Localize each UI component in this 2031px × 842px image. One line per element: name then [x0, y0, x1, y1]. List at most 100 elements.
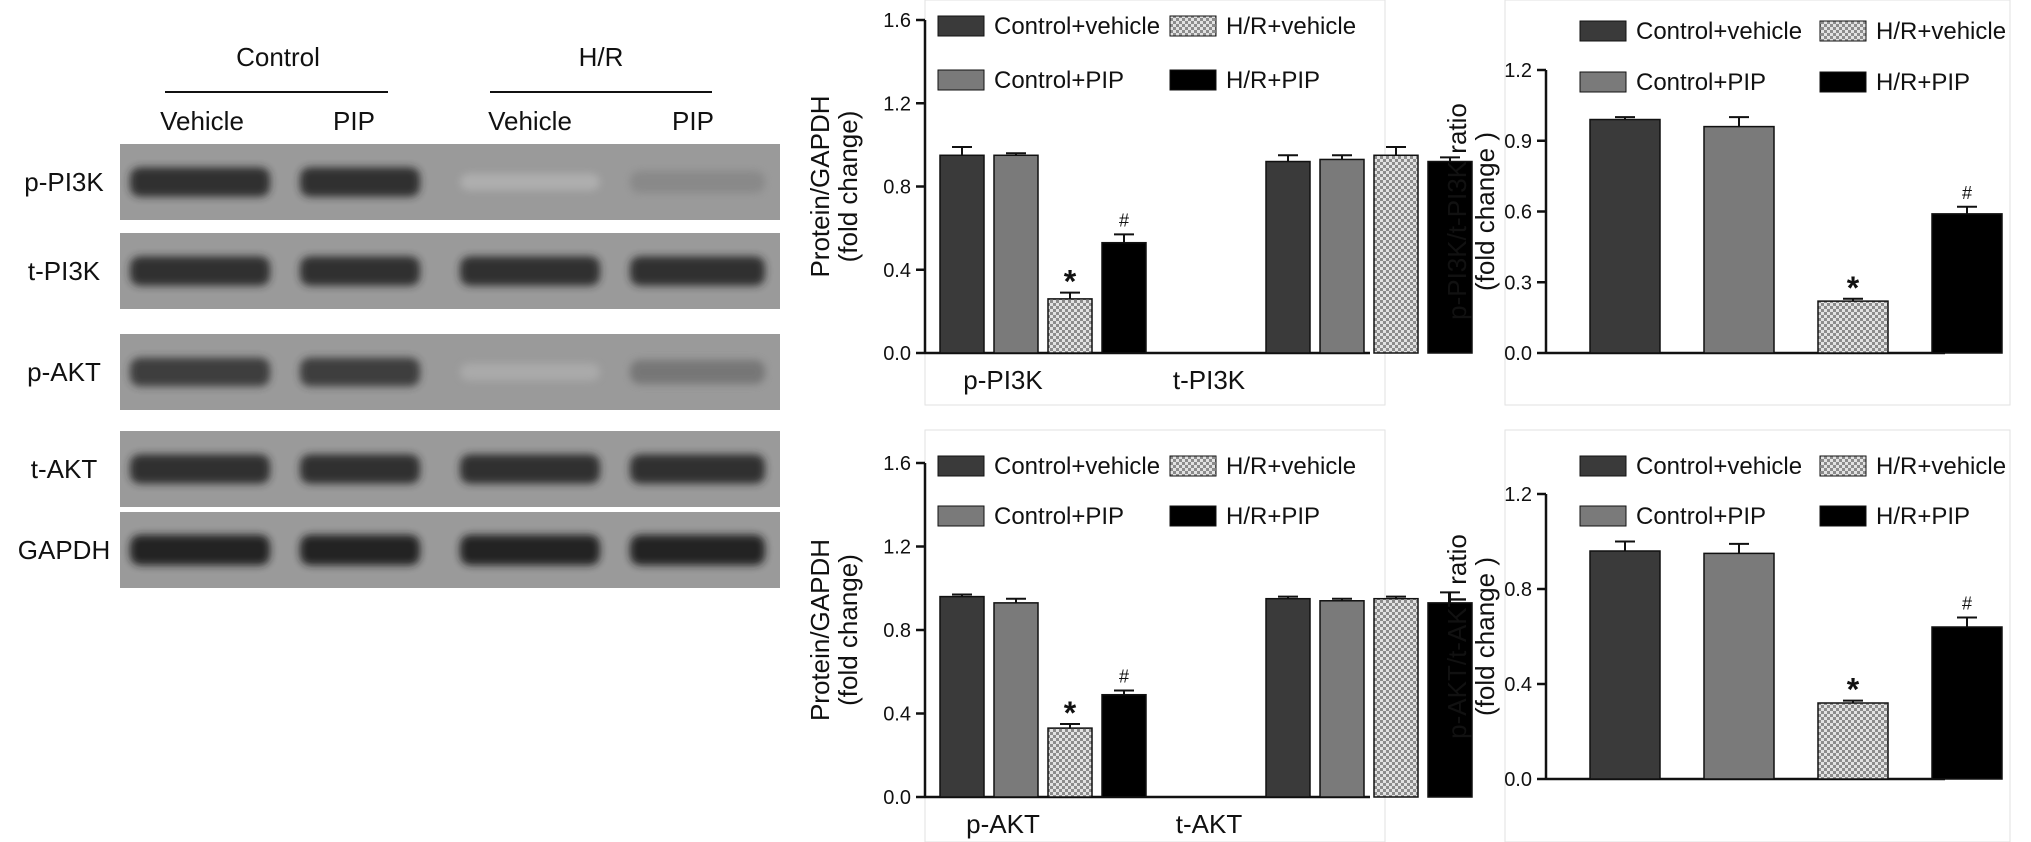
bar — [1319, 600, 1365, 798]
bar — [1703, 552, 1775, 780]
blot-band — [630, 534, 765, 566]
bar — [1427, 160, 1473, 354]
significance-star: * — [1847, 270, 1860, 306]
legend-entry: H/R+vehicle — [1819, 453, 2006, 480]
y-axis-label: Protein/GAPDH — [805, 95, 835, 277]
y-tick-label: 0.9 — [1504, 131, 1532, 153]
blot-row-label: t-AKT — [31, 454, 98, 484]
blot-band — [300, 167, 420, 197]
legend-swatch — [1579, 20, 1627, 42]
legend-entry: H/R+PIP — [1169, 67, 1320, 94]
blot-row: p-PI3K — [24, 144, 780, 220]
chart-akt-ratio: p-AKT/t-AKT ratio(fold change ) 0.0 0.4 0.8… — [1442, 429, 2011, 842]
bar — [1589, 118, 1661, 354]
blot-band — [300, 256, 420, 286]
x-category-label: p-PI3K — [963, 365, 1043, 395]
legend-swatch — [1819, 20, 1867, 42]
blot-band — [460, 256, 600, 286]
bar — [1101, 693, 1147, 798]
bar — [1373, 597, 1419, 798]
legend-swatch — [1579, 455, 1627, 477]
blot-band — [130, 167, 270, 197]
legend-label: H/R+vehicle — [1876, 453, 2006, 480]
bar — [939, 154, 985, 354]
legend-swatch — [1169, 15, 1217, 37]
legend-entry: Control+PIP — [937, 503, 1124, 530]
y-tick-label: 0.4 — [1504, 674, 1532, 696]
y-tick-label: 0.3 — [1504, 272, 1532, 294]
legend-entry: H/R+PIP — [1819, 503, 1970, 530]
bar — [1373, 154, 1419, 354]
y-tick-label: 0.0 — [883, 343, 911, 365]
y-tick-label: 0.8 — [883, 620, 911, 642]
blot-row: p-AKT — [27, 334, 780, 410]
legend-entry: Control+vehicle — [937, 13, 1160, 40]
blot-row-label: p-AKT — [27, 357, 101, 387]
legend-label: Control+vehicle — [1636, 18, 1802, 45]
y-tick-label: 1.6 — [883, 10, 911, 32]
blot-lane-label: PIP — [672, 106, 714, 136]
legend: Control+vehicle H/R+vehicle Control+PIP H/R… — [1579, 453, 2006, 530]
legend-entry: Control+vehicle — [1579, 18, 1802, 45]
blot-band — [630, 170, 765, 194]
legend-label: H/R+PIP — [1226, 503, 1320, 530]
legend-entry: Control+PIP — [1579, 69, 1766, 96]
legend-swatch — [937, 455, 985, 477]
y-axis-label: p-AKT/t-AKT ratio — [1442, 534, 1472, 739]
y-tick-label: 0.0 — [883, 787, 911, 809]
blot-row: t-PI3K — [28, 233, 780, 309]
blot-band — [630, 454, 765, 484]
y-tick-label: 1.2 — [883, 537, 911, 559]
legend-swatch — [1579, 71, 1627, 93]
legend-label: Control+PIP — [1636, 69, 1766, 96]
y-axis-label-secondary: (fold change) — [833, 554, 863, 706]
legend-entry: H/R+vehicle — [1169, 453, 1356, 480]
blot-band — [130, 256, 270, 286]
blot-rows: p-PI3K t-PI3K p-AKT t-AKT GAPDH — [18, 144, 780, 588]
bar — [1931, 213, 2003, 354]
bar — [1703, 125, 1775, 354]
blot-row-label: p-PI3K — [24, 167, 104, 197]
legend-label: H/R+vehicle — [1226, 453, 1356, 480]
y-tick-label: 0.0 — [1504, 343, 1532, 365]
bar — [993, 602, 1039, 798]
bar — [1047, 298, 1093, 354]
legend-label: Control+vehicle — [994, 453, 1160, 480]
significance-star: * — [1847, 672, 1860, 708]
legend-entry: Control+vehicle — [1579, 453, 1802, 480]
significance-hash: # — [1962, 183, 1972, 203]
legend-swatch — [1169, 505, 1217, 527]
blot-row: t-AKT — [31, 431, 780, 507]
legend-label: H/R+PIP — [1876, 69, 1970, 96]
y-tick-label: 1.6 — [883, 453, 911, 475]
western-blot-panel: Control H/R Vehicle PIP Vehicle PIP p-PI3K t… — [18, 42, 780, 588]
blot-band — [300, 357, 420, 387]
legend: Control+vehicle H/R+vehicle Control+PIP H/R… — [1579, 18, 2006, 96]
blot-band — [460, 173, 600, 191]
y-axis-label: p-PI3K/t-PI3K ratio — [1442, 103, 1472, 320]
legend-entry: H/R+vehicle — [1169, 13, 1356, 40]
legend-swatch — [1819, 455, 1867, 477]
chart-pi3k-ratio: p-PI3K/t-PI3K ratio(fold change ) 0.0 0.3 0… — [1442, 0, 2011, 406]
legend-swatch — [1169, 69, 1217, 91]
y-tick-label: 1.2 — [883, 93, 911, 115]
bar — [939, 595, 985, 798]
bar — [1047, 727, 1093, 798]
y-tick-label: 0.8 — [1504, 579, 1532, 601]
legend-swatch — [1819, 71, 1867, 93]
blot-band — [460, 454, 600, 484]
legend-swatch — [937, 505, 985, 527]
legend-entry: H/R+PIP — [1169, 503, 1320, 530]
blot-lane-label: Vehicle — [488, 106, 572, 136]
blot-row: GAPDH — [18, 512, 780, 588]
legend-label: H/R+PIP — [1226, 67, 1320, 94]
bar — [993, 154, 1039, 354]
blot-band — [460, 534, 600, 566]
legend-label: H/R+vehicle — [1226, 13, 1356, 40]
legend: Control+vehicle H/R+vehicle Control+PIP H/R… — [937, 453, 1356, 530]
y-tick-label: 0.4 — [883, 260, 911, 282]
legend-entry: Control+PIP — [937, 67, 1124, 94]
significance-star: * — [1064, 264, 1077, 300]
significance-star: * — [1064, 695, 1077, 731]
